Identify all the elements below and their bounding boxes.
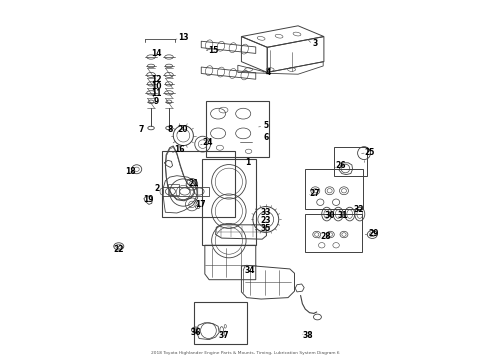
Text: 13: 13 xyxy=(178,33,189,42)
Bar xyxy=(194,302,247,344)
Text: 27: 27 xyxy=(310,189,320,198)
Text: 23: 23 xyxy=(261,216,271,225)
Text: 26: 26 xyxy=(336,161,346,170)
Text: 29: 29 xyxy=(368,229,379,238)
Text: 4: 4 xyxy=(266,68,271,77)
Text: 34: 34 xyxy=(244,266,254,275)
Bar xyxy=(168,184,179,195)
Text: 22: 22 xyxy=(114,246,124,255)
Text: 36: 36 xyxy=(190,328,201,337)
Text: 8: 8 xyxy=(167,125,172,134)
Text: 3: 3 xyxy=(312,39,318,48)
Text: 35: 35 xyxy=(261,224,271,233)
Text: 9: 9 xyxy=(153,96,159,105)
Bar xyxy=(205,101,270,157)
Text: 2018 Toyota Highlander Engine Parts & Mounts, Timing, Lubrication System Diagram: 2018 Toyota Highlander Engine Parts & Mo… xyxy=(151,351,339,355)
Text: 32: 32 xyxy=(354,205,364,214)
Text: 7: 7 xyxy=(138,125,144,134)
Text: 5: 5 xyxy=(263,121,269,130)
Text: 28: 28 xyxy=(320,232,331,241)
Text: 11: 11 xyxy=(151,89,161,98)
Text: 18: 18 xyxy=(125,167,136,176)
Bar xyxy=(162,150,235,217)
Text: 15: 15 xyxy=(208,46,219,55)
Text: 37: 37 xyxy=(218,332,229,341)
Bar xyxy=(334,147,367,176)
Text: 24: 24 xyxy=(202,138,213,147)
Text: 2: 2 xyxy=(154,184,160,193)
Text: 38: 38 xyxy=(302,332,313,341)
Text: 21: 21 xyxy=(189,179,199,188)
Text: 6: 6 xyxy=(263,133,269,142)
Text: 20: 20 xyxy=(177,125,188,134)
Text: 14: 14 xyxy=(151,49,161,58)
Text: 19: 19 xyxy=(143,195,153,204)
Text: 25: 25 xyxy=(365,148,375,157)
Text: 33: 33 xyxy=(261,208,271,217)
Text: 12: 12 xyxy=(151,75,161,84)
Bar xyxy=(305,214,362,252)
Text: 17: 17 xyxy=(195,200,205,209)
Text: 1: 1 xyxy=(245,158,250,167)
Text: 31: 31 xyxy=(337,211,348,220)
Bar xyxy=(305,169,364,210)
Text: 30: 30 xyxy=(324,211,335,220)
Text: 16: 16 xyxy=(174,145,185,154)
Text: 10: 10 xyxy=(151,82,161,91)
